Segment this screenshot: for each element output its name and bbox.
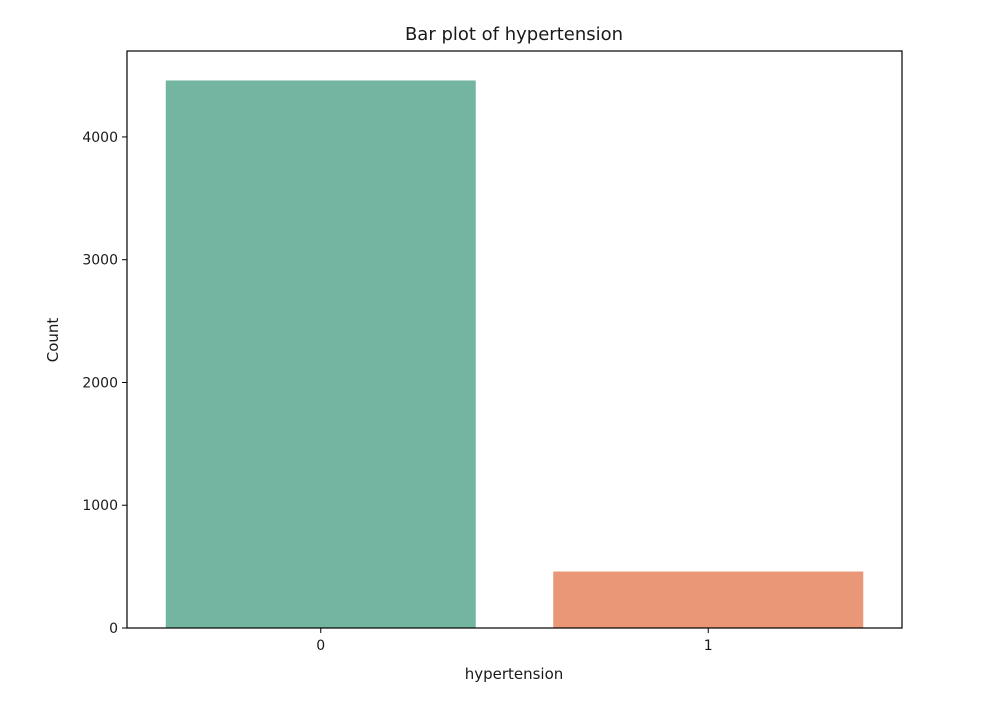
- bars-layer: [165, 80, 864, 629]
- y-tick-label: 1000: [82, 498, 118, 514]
- y-tick-label: 3000: [82, 253, 118, 269]
- y-tick-label: 0: [109, 621, 118, 637]
- plot-frame: [126, 50, 903, 629]
- y-axis: 0 1000 2000 3000 4000: [82, 130, 127, 637]
- y-tick-label: 2000: [82, 375, 118, 391]
- y-axis-label: Count: [44, 318, 62, 363]
- y-tick-label: 4000: [82, 130, 118, 146]
- x-axis-label: hypertension: [465, 665, 564, 683]
- bar-1: [553, 571, 864, 628]
- x-tick-label: 0: [316, 638, 325, 654]
- chart-title: Bar plot of hypertension: [405, 24, 623, 45]
- bar-0: [165, 80, 476, 629]
- x-tick-label: 1: [704, 638, 713, 654]
